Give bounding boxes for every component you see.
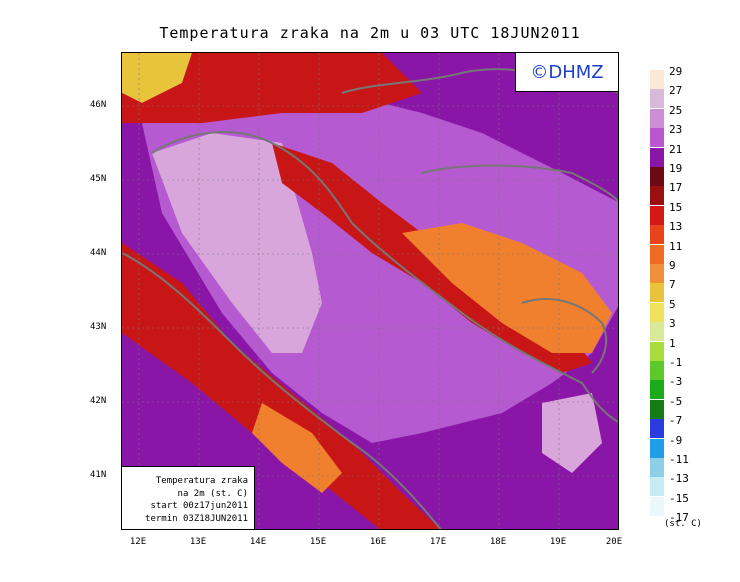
legend-label: -17 — [669, 511, 689, 525]
legend-label: 15 — [669, 200, 683, 214]
legend-swatch — [650, 458, 664, 477]
temperature-map — [121, 52, 619, 530]
legend-label: 11 — [669, 239, 683, 253]
legend-swatch — [650, 399, 664, 419]
info-box: Temperatura zraka na 2m (st. C) start 00… — [121, 466, 255, 530]
lon-label: 19E — [549, 537, 567, 547]
legend-label: -15 — [669, 491, 689, 505]
legend-label: 1 — [669, 336, 676, 350]
lat-label: 41N — [90, 470, 107, 480]
lat-label: 42N — [90, 396, 107, 406]
legend-swatch — [650, 205, 664, 225]
map-title: Temperatura zraka na 2m u 03 UTC 18JUN20… — [159, 24, 581, 42]
lon-label: 16E — [369, 537, 387, 547]
lon-label: 15E — [309, 537, 327, 547]
legend-label: 13 — [669, 220, 683, 234]
coastline-italy — [122, 252, 442, 529]
lon-label: 17E — [429, 537, 447, 547]
legend-swatch — [650, 167, 664, 186]
legend-swatch — [650, 225, 664, 245]
legend-label: -5 — [669, 394, 683, 408]
legend-swatch — [650, 147, 664, 167]
graticule — [122, 53, 618, 529]
legend-swatch — [650, 380, 664, 400]
info-line-1: Temperatura zraka — [155, 476, 248, 486]
legend-label: -1 — [669, 356, 683, 369]
legend-label: -7 — [669, 414, 683, 428]
legend-swatch — [650, 361, 664, 380]
legend-swatch — [650, 244, 664, 264]
coastline-east — [151, 131, 618, 423]
italy-hot-patch — [252, 403, 342, 493]
legend-swatch — [650, 341, 664, 361]
sea-warm-north — [152, 133, 322, 353]
legend-swatch — [650, 496, 664, 516]
legend-swatch — [650, 283, 664, 303]
legend-unit: (st. C) — [664, 519, 702, 529]
lat-label: 43N — [90, 322, 107, 332]
map-canvas — [122, 53, 618, 529]
legend-label: -11 — [669, 453, 689, 466]
legend-swatch — [650, 128, 664, 148]
lat-label: 44N — [90, 248, 107, 258]
legend-label: -9 — [669, 433, 683, 447]
dhmz-watermark: ©DHMZ — [515, 52, 619, 92]
info-line-2: na 2m (st. C) — [177, 488, 248, 499]
north-warm — [122, 53, 422, 123]
legend-swatch — [650, 322, 664, 342]
legend-label: 19 — [669, 162, 683, 175]
lat-label: 46N — [90, 100, 107, 110]
legend-swatch — [650, 108, 664, 128]
sea-warm-south — [542, 393, 602, 473]
legend-label: 23 — [669, 123, 683, 137]
legend-swatch — [650, 302, 664, 322]
info-line-4: termin 03Z18JUN2011 — [145, 513, 248, 524]
legend-label: 29 — [669, 65, 683, 78]
legend-swatch — [650, 186, 664, 206]
legend-swatch — [650, 438, 664, 458]
lon-label: 18E — [489, 537, 507, 547]
nw-corner — [122, 53, 192, 103]
legend-label: 9 — [669, 259, 676, 272]
legend-swatch — [650, 419, 664, 439]
lon-label: 13E — [189, 537, 207, 547]
legend-swatch — [650, 70, 664, 89]
legend-label: -13 — [669, 472, 689, 486]
lon-label: 12E — [129, 537, 147, 547]
legend-swatch — [650, 264, 664, 283]
legend-label: 5 — [669, 297, 676, 311]
legend-label: -3 — [669, 375, 683, 389]
legend-label: 27 — [669, 84, 683, 98]
lat-label: 45N — [90, 174, 107, 184]
legend-label: 17 — [669, 181, 683, 195]
lon-label: 20E — [605, 537, 623, 547]
lon-label: 14E — [249, 537, 267, 547]
legend-swatch — [650, 89, 664, 109]
legend-label: 3 — [669, 317, 676, 331]
legend-label: 7 — [669, 278, 676, 292]
border-bosnia — [521, 298, 608, 374]
border-croatia — [421, 164, 618, 203]
legend-label: 21 — [669, 142, 683, 156]
legend-swatch — [650, 477, 664, 497]
legend-label: 25 — [669, 103, 683, 117]
info-line-3: start 00z17jun2011 — [150, 501, 248, 511]
inland-hot — [402, 223, 612, 353]
